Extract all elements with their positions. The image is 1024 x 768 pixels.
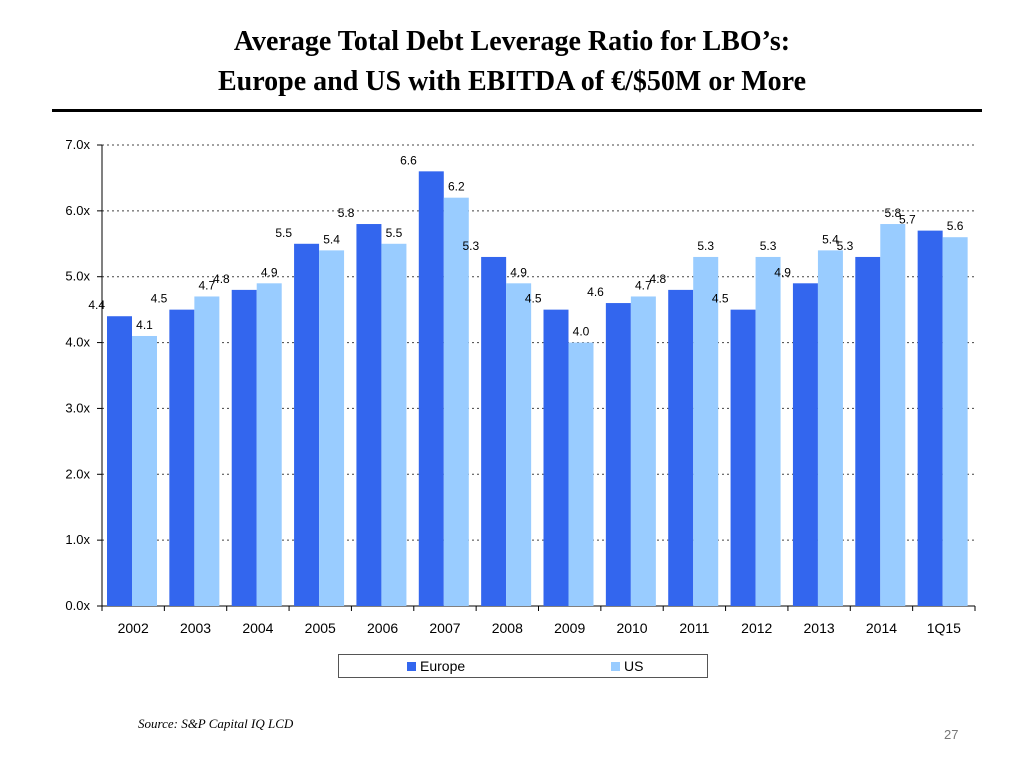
bars [107,171,968,607]
data-label-europe: 5.5 [275,226,292,240]
legend-item-us: US [611,658,643,674]
bar-europe [605,303,631,606]
bar-us [132,335,157,606]
y-tick-label: 1.0x [65,532,90,547]
x-tick-label: 2010 [616,620,647,636]
bar-europe [418,171,444,607]
page-number: 27 [944,727,959,742]
data-label-us: 5.3 [760,239,777,253]
bar-europe [481,256,507,606]
bar-europe [855,256,881,606]
data-label-europe: 5.3 [462,239,479,253]
data-label-us: 5.4 [323,232,340,246]
data-label-us: 4.9 [510,265,527,279]
data-label-europe: 4.9 [774,265,791,279]
bar-chart: 0.0x 1.0x 2.0x 3.0x 4.0x 5.0x 6.0x 7.0x 2002 2003… [65,137,976,636]
data-label-us: 4.9 [261,265,278,279]
source-note: Source: S&P Capital IQ LCD [138,716,294,731]
data-label-europe: 5.7 [899,213,916,227]
data-label-us: 4.0 [573,325,590,339]
bar-europe [543,309,569,606]
bar-us [755,256,781,606]
y-tick-label: 5.0x [65,269,90,284]
bar-us [194,296,220,606]
data-label-us: 5.3 [697,239,714,253]
data-label-europe: 4.5 [151,292,168,306]
y-tick-label: 3.0x [65,400,90,415]
x-tick-label: 2006 [367,620,398,636]
bar-europe [668,289,694,606]
x-tick-label: 2011 [679,620,709,636]
bar-us [693,256,719,606]
y-tick-label: 6.0x [65,203,90,218]
bar-us [319,250,345,606]
x-tick-label: 2007 [429,620,460,636]
x-tick-label: 2003 [180,620,211,636]
bar-europe [107,316,132,606]
data-label-us: 4.1 [136,318,153,332]
bar-us [817,250,843,606]
bar-us [568,342,594,606]
bar-europe [294,243,320,607]
bar-us [256,283,282,606]
bar-europe [169,309,195,606]
data-labels: 4.4 4.54.85.55.86.65.34.5 4.64.84.54.95.35… [88,153,963,338]
legend-label-us: US [624,658,644,674]
x-tick-label: 2008 [492,620,523,636]
bar-us [942,237,968,606]
bar-europe [356,224,382,606]
bar-europe [792,283,818,606]
slide-title-line2: Europe and US with EBITDA of €/$50M or M… [217,66,807,97]
x-tick-label: 2005 [305,620,336,636]
x-tick-label: 2013 [804,620,835,636]
bar-europe [730,309,756,606]
data-label-europe: 5.8 [338,206,355,220]
data-label-europe: 4.6 [587,285,604,299]
y-tick-label: 0.0x [65,598,90,613]
data-label-europe: 4.5 [712,292,729,306]
data-label-europe: 4.8 [213,272,230,286]
bar-us [381,243,407,607]
x-tick-label: 2012 [741,620,772,636]
data-label-us: 5.6 [947,219,964,233]
bar-us [506,283,532,606]
data-label-europe: 4.8 [650,272,667,286]
x-tick-label: 1Q15 [927,620,961,636]
y-tick-label: 7.0x [65,137,90,152]
title-divider [52,109,982,112]
x-tick-label: 2014 [866,620,897,636]
y-tick-label: 4.0x [65,335,90,350]
data-label-europe: 4.4 [88,298,105,312]
bar-us [443,197,469,606]
chart-legend: Europe US [338,654,708,678]
data-label-europe: 5.3 [837,239,854,253]
data-label-us: 4.7 [199,278,216,292]
slide-title: Average Total Debt Leverage Ratio for LB… [0,22,1024,102]
data-label-europe: 6.6 [400,153,417,167]
legend-swatch-europe [407,661,416,671]
data-label-us: 6.2 [448,180,465,194]
bar-us [880,224,906,606]
data-label-us: 5.4 [822,232,839,246]
legend-label-europe: Europe [420,658,466,674]
bar-us [630,296,656,606]
bar-europe [231,289,257,606]
slide-title-line1: Average Total Debt Leverage Ratio for LB… [233,26,791,57]
bar-europe [917,230,943,606]
x-tick-label: 2002 [118,620,149,636]
data-label-us: 5.5 [386,226,403,240]
data-label-europe: 4.5 [525,292,542,306]
x-tick-label: 2009 [554,620,585,636]
legend-item-europe: Europe [407,658,465,674]
y-tick-label: 2.0x [65,466,90,481]
legend-swatch-us [611,661,620,671]
x-tick-label: 2004 [242,620,273,636]
data-label-us: 4.7 [635,278,652,292]
data-label-us: 5.8 [884,206,901,220]
